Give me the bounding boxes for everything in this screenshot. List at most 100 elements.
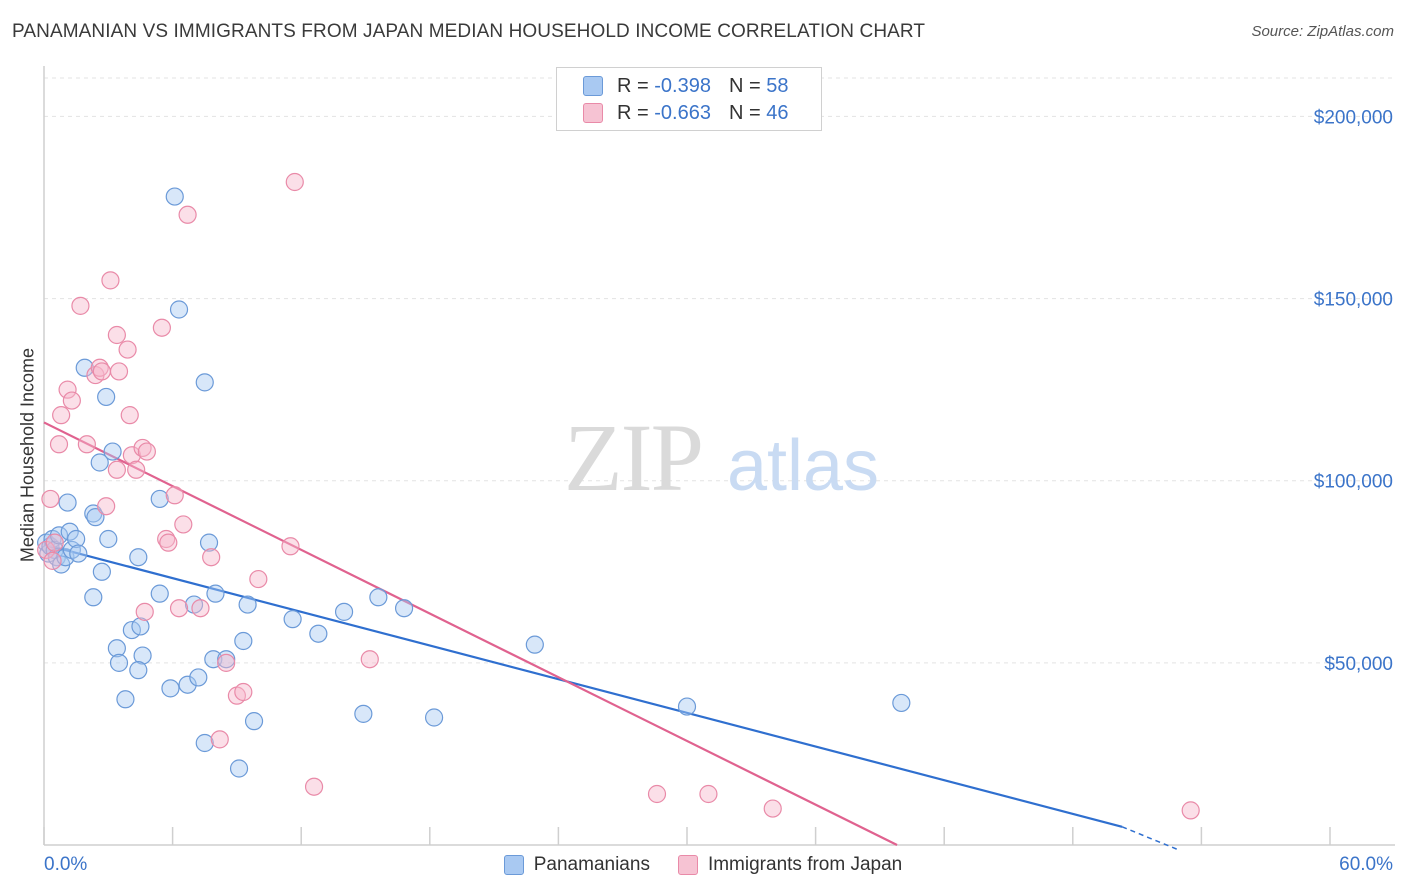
legend-swatch-blue	[583, 76, 603, 96]
data-point-japan	[285, 172, 304, 192]
data-point-panamanian	[90, 453, 109, 472]
data-point-japan	[165, 486, 184, 505]
data-point-japan	[202, 548, 221, 567]
x-tick-label: 60.0%	[1339, 854, 1393, 875]
data-point-japan	[249, 569, 268, 589]
axes	[43, 66, 1395, 846]
data-point-panamanian	[178, 675, 197, 694]
legend-n-value: 46	[766, 101, 789, 124]
legend-r-value: -0.663	[654, 101, 711, 124]
data-point-panamanian	[161, 679, 180, 698]
legend-r-label: R =	[617, 74, 655, 97]
data-point-panamanian	[69, 544, 88, 563]
grid-lines	[44, 77, 1395, 664]
data-point-japan	[360, 650, 379, 669]
data-point-japan	[169, 599, 189, 618]
data-point-japan	[118, 340, 137, 359]
data-point-japan	[699, 784, 718, 804]
trend-line-panamanian	[43, 543, 1123, 828]
legend-r-value: -0.398	[654, 74, 711, 97]
data-point-panamanian	[309, 624, 328, 643]
data-point-panamanian	[892, 693, 911, 713]
legend-swatch-pink	[583, 103, 603, 123]
data-point-japan	[71, 296, 90, 315]
data-point-japan	[210, 730, 229, 749]
watermark: ZIP atlas	[564, 404, 879, 511]
chart-source: Source: ZipAtlas.com	[1251, 23, 1394, 40]
legend-item-japan[interactable]: Immigrants from Japan	[677, 854, 903, 876]
data-point-panamanian	[129, 661, 148, 680]
data-point-panamanian	[354, 704, 373, 723]
data-point-panamanian	[206, 584, 225, 603]
data-point-panamanian	[199, 533, 219, 552]
data-point-japan	[43, 551, 62, 570]
data-point-panamanian	[150, 489, 169, 509]
y-tick-label: $50,000	[1324, 654, 1393, 675]
data-point-panamanian	[150, 584, 169, 603]
data-point-japan	[49, 435, 69, 454]
data-point-panamanian	[334, 602, 354, 621]
data-point-panamanian	[195, 733, 214, 753]
data-point-panamanian	[97, 387, 116, 407]
y-tick-labels: $50,000 $100,000 $150,000 $200,000	[1314, 107, 1393, 674]
trend-line-extension	[1121, 826, 1181, 852]
data-point-panamanian	[103, 442, 122, 461]
legend-label: Panamanians	[533, 854, 650, 875]
data-point-panamanian	[60, 522, 79, 541]
data-point-panamanian	[133, 646, 152, 665]
data-point-japan	[191, 599, 210, 618]
data-point-japan	[109, 362, 129, 381]
data-point-panamanian	[107, 639, 126, 658]
data-point-japan	[97, 497, 116, 516]
data-point-japan	[127, 460, 146, 479]
data-point-panamanian	[677, 697, 697, 716]
data-points	[37, 172, 1200, 820]
stats-legend: R = -0.398 N = 58 R = -0.663 N = 46	[556, 67, 822, 131]
watermark-atlas: atlas	[727, 426, 879, 506]
watermark-zip: ZIP	[564, 404, 702, 511]
data-point-panamanian	[424, 708, 444, 727]
legend-r-label: R =	[617, 101, 655, 124]
data-point-japan	[122, 446, 141, 465]
data-point-japan	[58, 380, 77, 399]
data-point-panamanian	[86, 508, 105, 527]
legend-item-panamanians[interactable]: Panamanians	[503, 854, 650, 876]
data-point-panamanian	[244, 712, 264, 731]
data-point-japan	[107, 460, 126, 479]
data-point-panamanian	[75, 358, 94, 377]
data-point-panamanian	[165, 187, 184, 206]
data-point-japan	[159, 533, 178, 552]
data-point-japan	[52, 406, 71, 425]
data-point-japan	[107, 325, 126, 345]
data-point-japan	[45, 533, 64, 552]
data-point-panamanian	[394, 599, 414, 618]
data-point-japan	[101, 271, 120, 290]
legend-row-panamanians: R = -0.398 N = 58	[583, 73, 788, 99]
data-point-panamanian	[131, 617, 150, 636]
data-point-panamanian	[195, 373, 214, 392]
data-point-panamanian	[525, 635, 544, 654]
data-point-panamanian	[169, 300, 189, 319]
data-point-panamanian	[129, 548, 148, 567]
data-point-japan	[281, 537, 300, 556]
data-point-panamanian	[229, 759, 249, 778]
data-point-panamanian	[116, 690, 135, 709]
y-tick-label: $150,000	[1314, 290, 1393, 311]
data-point-panamanian	[234, 631, 253, 651]
data-point-japan	[77, 435, 96, 454]
legend-n-label: N =	[728, 101, 767, 124]
chart-title: PANAMANIAN VS IMMIGRANTS FROM JAPAN MEDI…	[12, 21, 926, 42]
data-point-japan	[137, 442, 156, 461]
legend-n-label: N =	[728, 74, 767, 97]
legend-swatch-blue	[503, 855, 524, 875]
data-point-japan	[120, 406, 139, 425]
y-tick-label: $200,000	[1314, 107, 1393, 128]
data-point-japan	[62, 391, 81, 410]
data-point-panamanian	[109, 653, 129, 672]
legend-n-value: 58	[766, 74, 789, 97]
data-point-japan	[763, 799, 782, 818]
data-point-panamanian	[369, 588, 388, 607]
data-point-japan	[647, 784, 667, 804]
legend-label: Immigrants from Japan	[707, 854, 903, 875]
data-point-panamanian	[238, 595, 257, 614]
